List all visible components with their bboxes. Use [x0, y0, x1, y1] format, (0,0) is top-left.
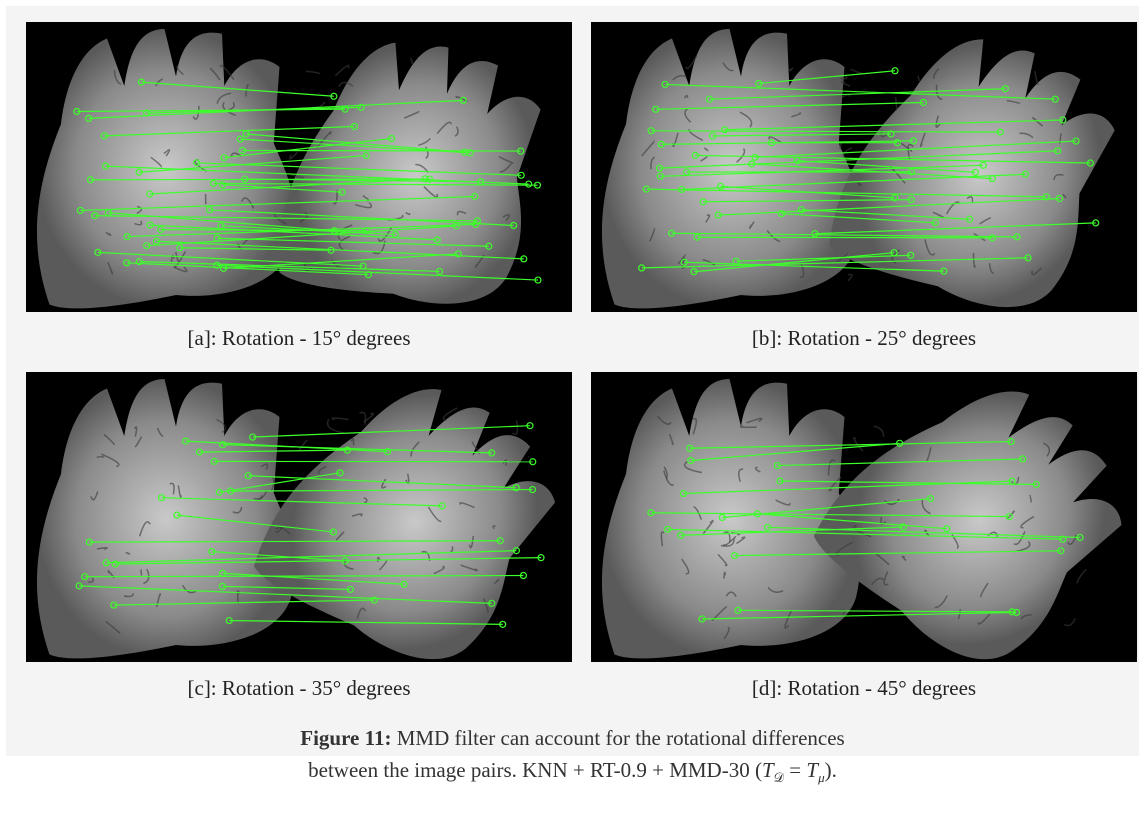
- crease: [874, 426, 884, 437]
- match-image: [26, 22, 572, 312]
- match-line: [697, 237, 992, 238]
- match-image: [591, 22, 1137, 312]
- crease: [1064, 618, 1075, 625]
- punct: ).: [825, 758, 837, 782]
- crease: [788, 68, 793, 71]
- eq-right: T: [806, 758, 818, 782]
- crease: [1077, 569, 1086, 583]
- caption-line: Figure 11: MMD filter can account for th…: [0, 722, 1145, 754]
- caption-line: between the image pairs. KNN + RT-0.9 + …: [0, 754, 1145, 794]
- palm-left: [37, 379, 295, 658]
- figure-caption: Figure 11: MMD filter can account for th…: [0, 722, 1145, 794]
- crease: [298, 440, 307, 451]
- crease: [850, 69, 863, 73]
- panel-caption: [a]: Rotation - 15° degrees: [26, 326, 572, 351]
- crease: [848, 274, 852, 280]
- palm-right: [803, 372, 1137, 662]
- palm-right: [242, 372, 572, 662]
- eq-op: =: [789, 758, 801, 782]
- caption-text: MMD filter can account for the rotationa…: [397, 726, 845, 750]
- crease: [840, 143, 841, 149]
- crease: [411, 58, 413, 64]
- crease: [332, 418, 348, 420]
- crease: [141, 569, 142, 575]
- crease: [359, 412, 365, 424]
- match-image: [591, 372, 1137, 662]
- figure-label: Figure 11:: [300, 726, 391, 750]
- eq-sub: 𝒟: [774, 770, 784, 785]
- punct: (: [755, 758, 762, 782]
- crease: [513, 421, 518, 435]
- crease: [290, 152, 298, 159]
- crease: [1035, 71, 1038, 85]
- crease: [306, 71, 320, 73]
- panel-caption: [b]: Rotation - 25° degrees: [591, 326, 1137, 351]
- crease: [335, 66, 349, 76]
- panel-caption: [c]: Rotation - 35° degrees: [26, 676, 572, 701]
- eq-left: T: [762, 758, 774, 782]
- crease: [328, 419, 344, 433]
- panel-caption: [d]: Rotation - 45° degrees: [591, 676, 1137, 701]
- crease: [918, 76, 919, 81]
- match-line: [90, 179, 429, 180]
- caption-text: between the image pairs. KNN + RT-0.9 + …: [308, 758, 750, 782]
- page: [a]: Rotation - 15° degrees [b]: Rotatio…: [0, 0, 1145, 832]
- match-image: [26, 372, 572, 662]
